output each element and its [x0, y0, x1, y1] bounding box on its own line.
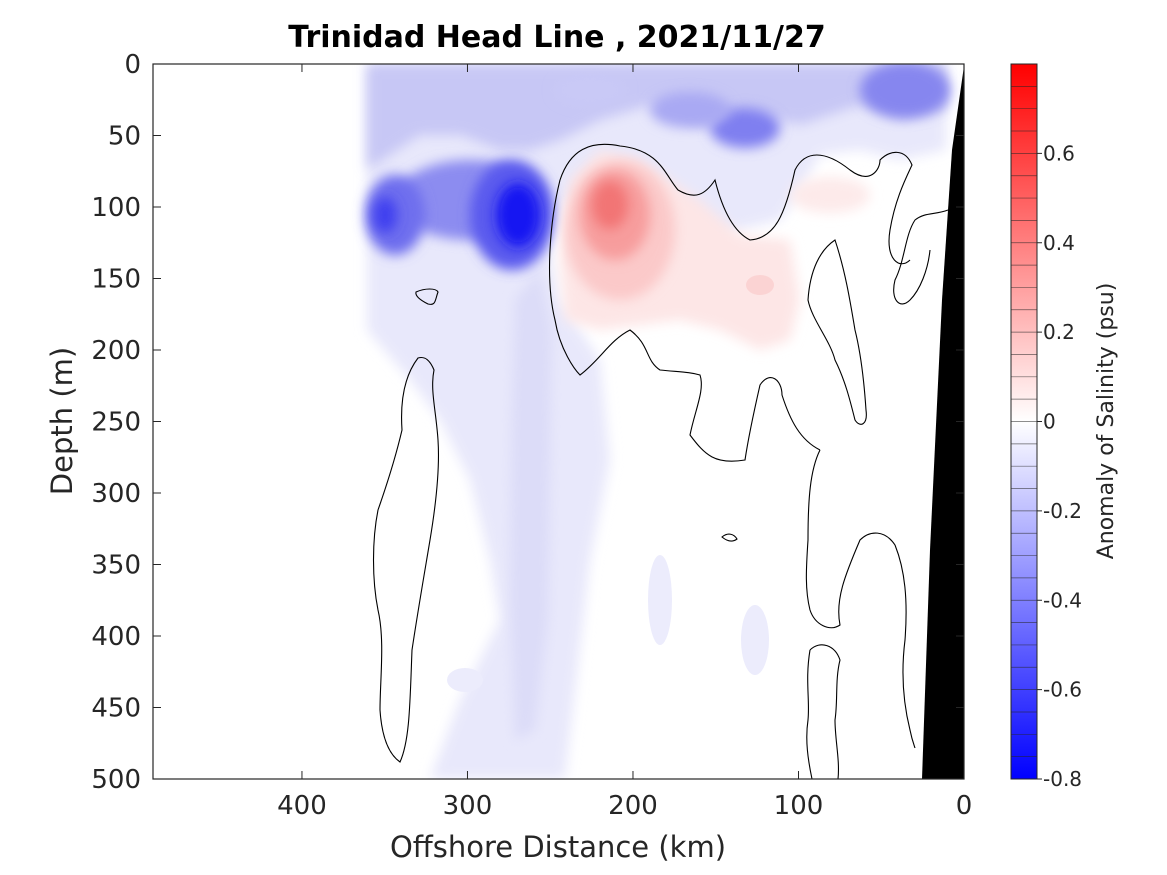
seafloor-shelf — [922, 66, 964, 779]
weak-negative-spot — [447, 668, 483, 692]
y-tick-label: 0 — [124, 50, 141, 80]
surface-negative-anomaly — [650, 92, 730, 128]
colorbar: 0.6 0.4 0.2 0 -0.2 -0.4 -0.6 -0.8 Anomaly of Sa… — [1010, 63, 1119, 791]
y-tick-label: 400 — [91, 622, 141, 652]
surface-negative-anomaly — [555, 75, 625, 105]
colorbar-tick-label: 0.2 — [1043, 320, 1075, 344]
colorbar-tick-label: -0.8 — [1043, 767, 1082, 791]
y-tick-label: 150 — [91, 265, 141, 295]
x-tick-label: 300 — [443, 791, 493, 821]
weak-positive-anomaly — [746, 275, 774, 295]
weak-negative-spot — [648, 555, 672, 645]
colorbar-tick-label: -0.4 — [1043, 588, 1082, 612]
weak-positive-anomaly — [790, 177, 870, 213]
y-axis-label: Depth (m) — [45, 347, 79, 495]
negative-anomaly-core — [373, 197, 397, 233]
zero-contours — [372, 143, 949, 779]
surface-negative-anomaly — [860, 64, 950, 118]
y-tick-label: 450 — [91, 694, 141, 724]
colorbar-label: Anomaly of Salinity (psu) — [1094, 283, 1119, 560]
deep-light-negative-column — [510, 270, 552, 740]
x-axis: 400 300 200 100 0 — [277, 64, 972, 821]
colorbar-tick-label: 0.6 — [1043, 141, 1075, 165]
zero-contour-line — [721, 533, 738, 542]
negative-anomaly-core — [496, 183, 540, 247]
y-tick-label: 350 — [91, 551, 141, 581]
x-tick-label: 0 — [956, 791, 973, 821]
zero-contour-line — [807, 239, 867, 425]
y-tick-label: 50 — [108, 122, 141, 152]
colorbar-tick-label: -0.2 — [1043, 499, 1082, 523]
x-tick-label: 400 — [277, 791, 327, 821]
colorbar-ticks: 0.6 0.4 0.2 0 -0.2 -0.4 -0.6 -0.8 — [1037, 141, 1082, 791]
y-tick-label: 500 — [91, 765, 141, 795]
zero-contour-line — [559, 143, 913, 265]
anomaly-field — [365, 64, 964, 779]
y-tick-label: 300 — [91, 479, 141, 509]
x-tick-label: 200 — [608, 791, 658, 821]
surface-negative-anomaly — [710, 108, 780, 148]
zero-contour-line — [805, 449, 916, 749]
y-tick-label: 100 — [91, 193, 141, 223]
y-tick-label: 250 — [91, 408, 141, 438]
zero-contour-line — [549, 179, 821, 462]
plot-area — [152, 63, 965, 780]
zero-contour-line — [806, 644, 841, 779]
zero-contour-line — [415, 288, 439, 305]
y-tick-label: 200 — [91, 336, 141, 366]
colorbar-tick-label: 0.4 — [1043, 231, 1075, 255]
x-tick-label: 100 — [774, 791, 824, 821]
chart-title: Trinidad Head Line , 2021/11/27 — [288, 20, 825, 55]
colorbar-tick-label: -0.6 — [1043, 678, 1082, 702]
weak-negative-spot — [741, 605, 769, 675]
zero-contour-line — [893, 209, 949, 305]
colorbar-tick-label: 0 — [1043, 410, 1056, 434]
positive-anomaly-core — [592, 181, 628, 229]
colorbar-levels — [1011, 85, 1037, 758]
mid-negative-band-top — [367, 64, 946, 170]
x-axis-label: Offshore Distance (km) — [390, 830, 726, 864]
y-axis: 0 50 100 150 200 250 300 350 400 450 500 — [91, 50, 964, 795]
zero-contour-line — [372, 356, 439, 763]
